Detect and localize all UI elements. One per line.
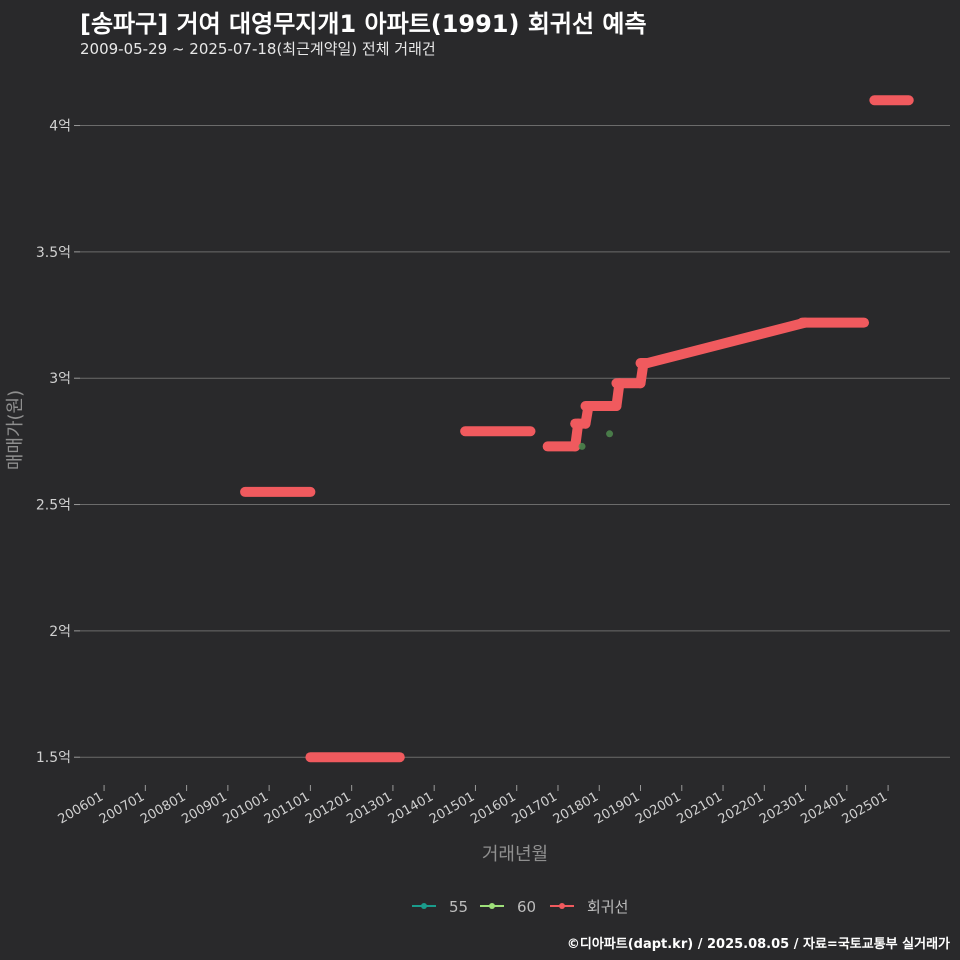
x-ticks (103, 785, 889, 791)
regression-riser (570, 418, 584, 452)
x-tick-label: 201601 (468, 789, 518, 827)
legend-item: 회귀선 (550, 898, 628, 916)
x-tick-label: 201401 (386, 789, 436, 827)
x-axis-title: 거래년월 (482, 844, 548, 865)
x-tick-label: 202401 (798, 789, 848, 827)
legend-item: 60 (480, 898, 536, 916)
x-tick-label: 201801 (551, 789, 601, 827)
y-tick-label: 3.5억 (36, 245, 71, 261)
x-tick-label: 202201 (716, 789, 766, 827)
legend-marker (489, 903, 495, 909)
y-tick-label: 2.5억 (36, 498, 71, 514)
x-tick-label: 201001 (221, 789, 271, 827)
x-tick-label: 200901 (179, 789, 229, 827)
legend-label: 55 (449, 898, 468, 916)
regression-line (240, 95, 914, 763)
source-caption: ©디아파트(dapt.kr) / 2025.08.05 / 자료=국토교통부 실… (566, 937, 950, 952)
page-title: [송파구] 거여 대영무지개1 아파트(1991) 회귀선 예측 (80, 10, 647, 38)
legend-label: 회귀선 (587, 898, 628, 916)
x-tick-label: 200801 (138, 789, 188, 827)
data-points (578, 430, 614, 450)
x-tick-label: 201201 (303, 789, 353, 827)
x-tick-label: 202001 (633, 789, 683, 827)
x-tick-label: 202301 (757, 789, 807, 827)
x-tick-label: 200701 (97, 789, 147, 827)
legend-label: 60 (517, 898, 536, 916)
gridlines (74, 125, 950, 758)
y-axis-title: 매매가(원) (5, 390, 26, 470)
x-tick-label: 201501 (427, 789, 477, 827)
x-tick-labels: 2006012007012008012009012010012011012012… (56, 789, 891, 827)
y-tick-label: 1.5억 (36, 750, 71, 766)
data-point (606, 430, 614, 438)
x-tick-label: 201101 (262, 789, 312, 827)
x-tick-label: 201901 (592, 789, 642, 827)
y-tick-label: 4억 (49, 119, 71, 135)
x-tick-label: 200601 (56, 789, 106, 827)
legend: 55 60 회귀선 (412, 898, 628, 916)
x-tick-label: 201301 (344, 789, 394, 827)
page-subtitle: 2009-05-29 ~ 2025-07-18(최근계약일) 전체 거래건 (80, 40, 436, 58)
legend-item: 55 (412, 898, 468, 916)
y-tick-label: 2억 (49, 624, 71, 640)
x-tick-label: 202501 (840, 789, 890, 827)
y-tick-labels: 1.5억 2억 2.5억 3억 3.5억 4억 (36, 119, 71, 767)
data-point (578, 442, 586, 450)
regression-riser (642, 317, 811, 369)
y-tick-label: 3억 (49, 371, 71, 387)
legend-marker (421, 903, 427, 909)
regression-riser (580, 400, 594, 429)
x-tick-label: 201701 (509, 789, 559, 827)
x-tick-label: 202101 (675, 789, 725, 827)
regression-riser (611, 378, 625, 411)
regression-riser (635, 358, 649, 389)
legend-marker (559, 903, 565, 909)
